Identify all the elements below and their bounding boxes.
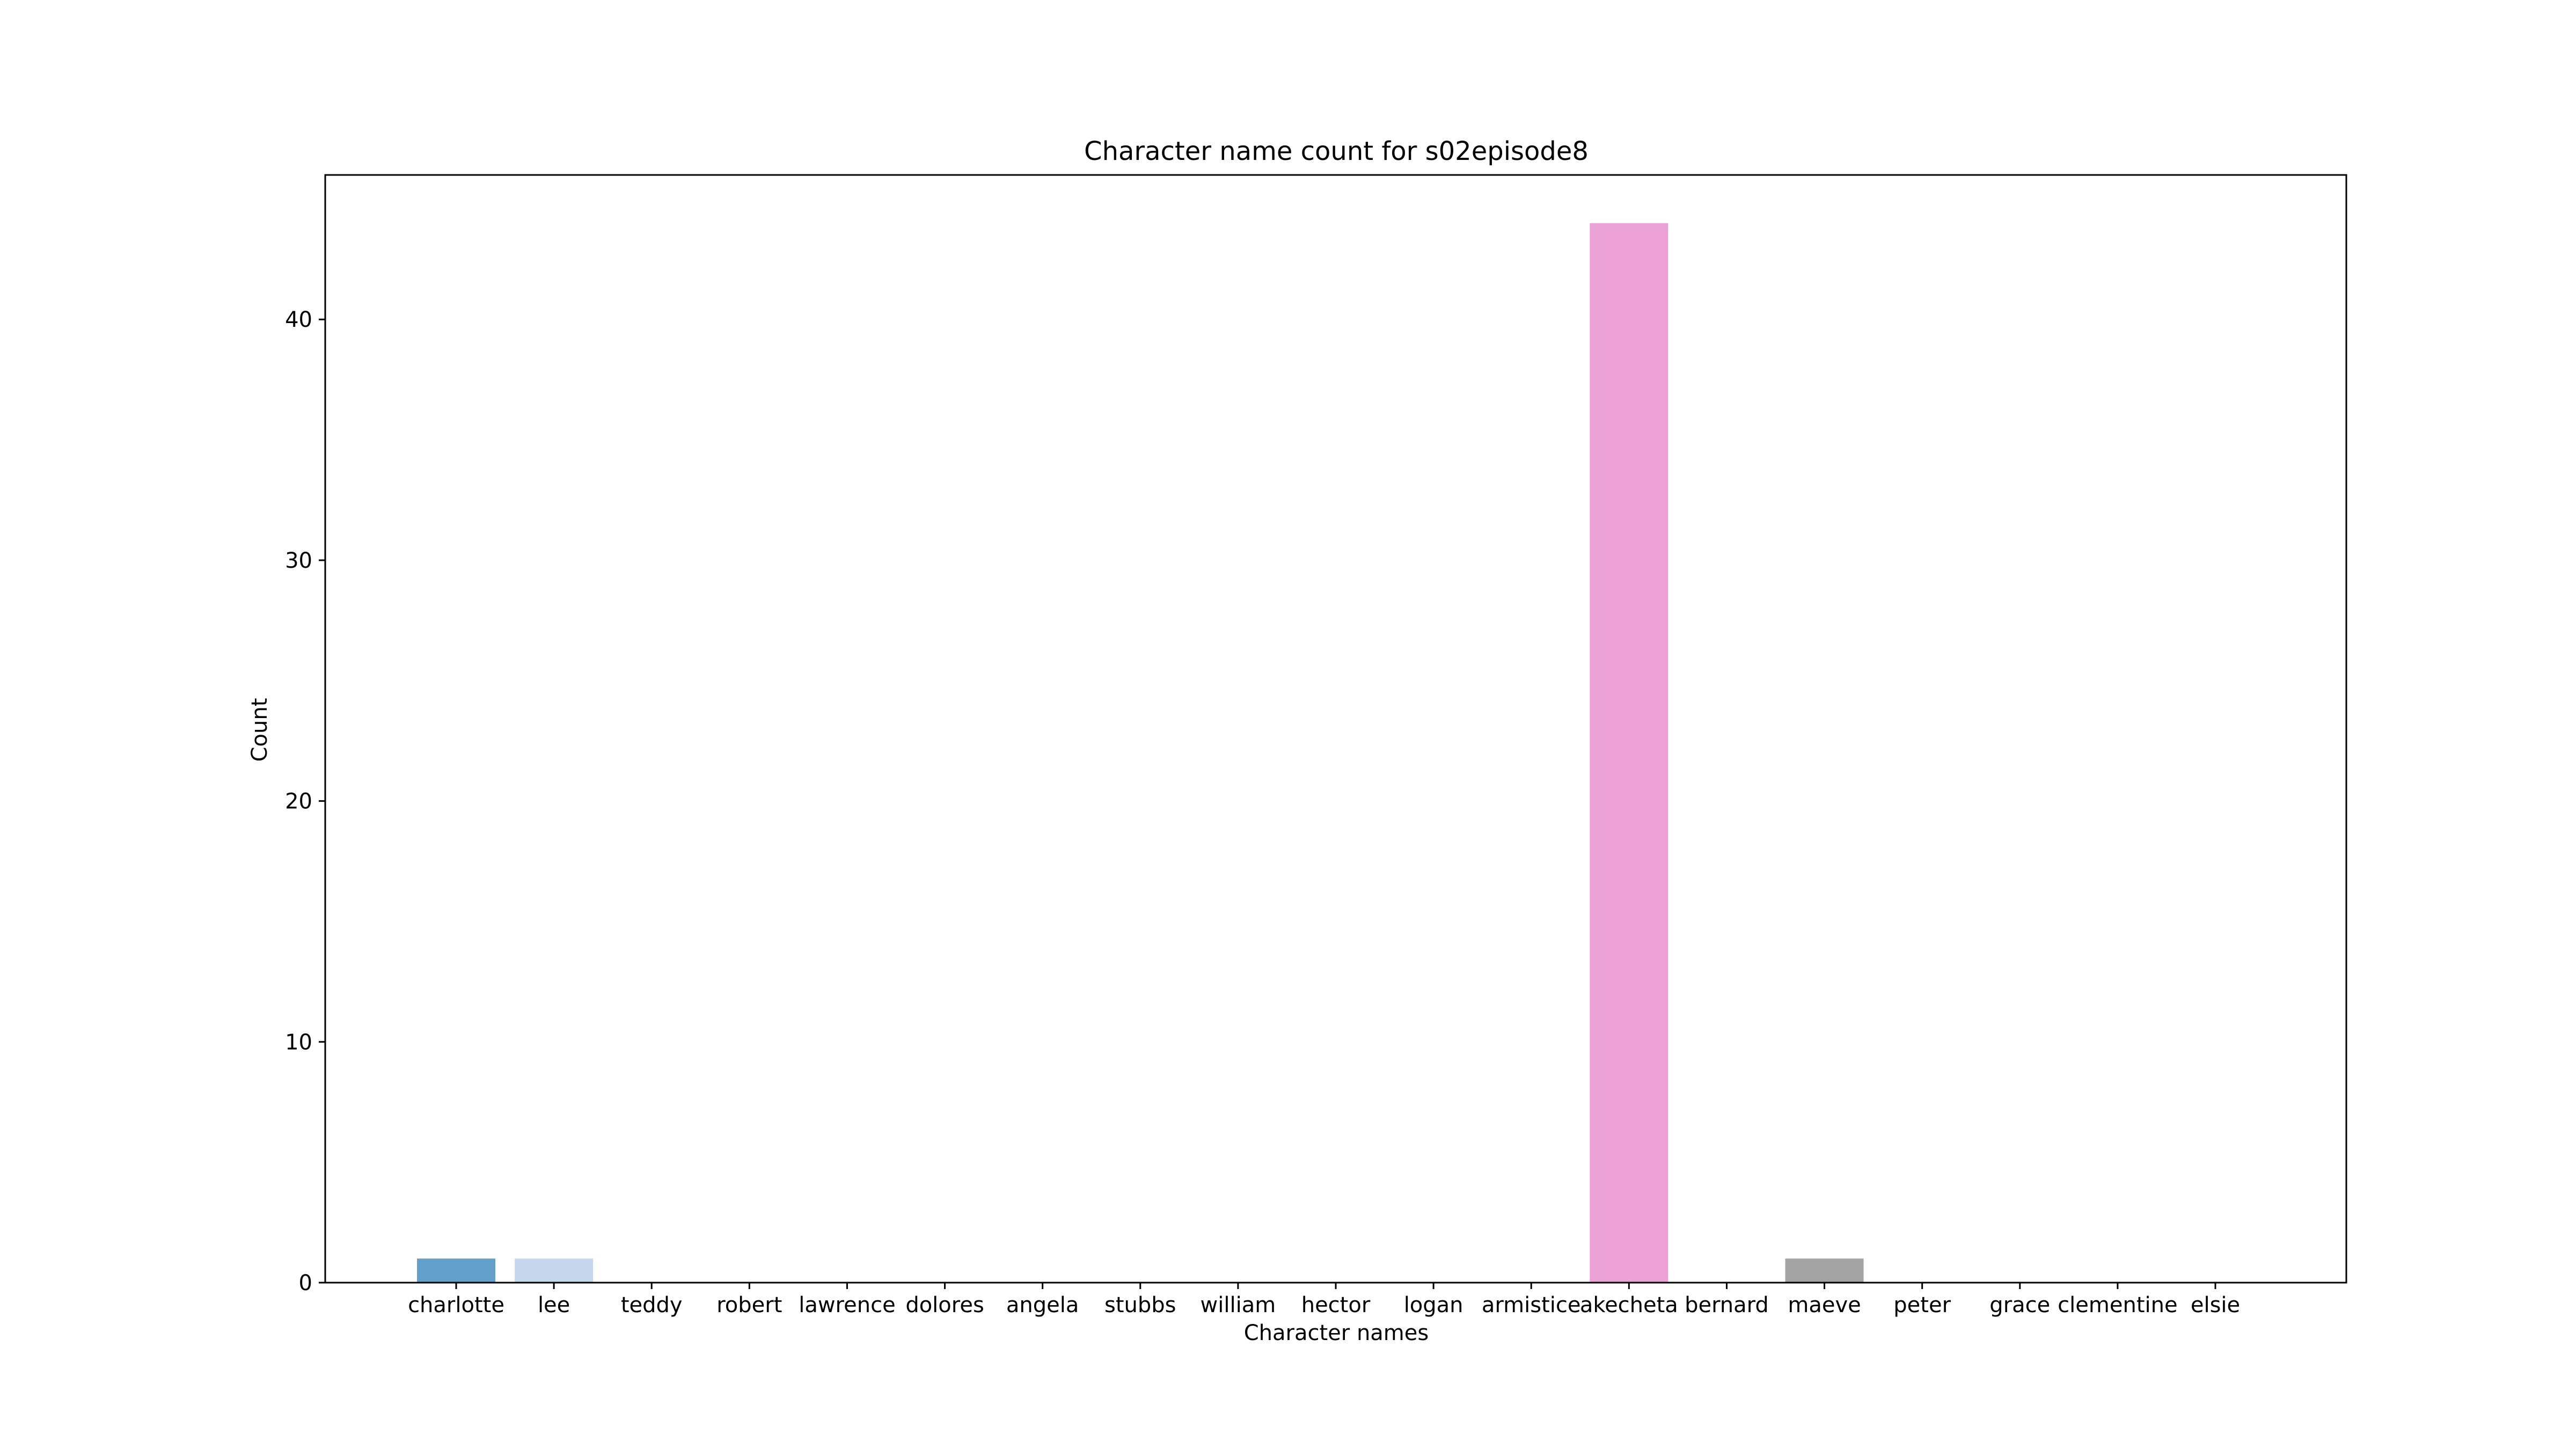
bar-akecheta [1590,223,1668,1283]
bar-charlotte [417,1258,495,1283]
bars-group [417,223,1864,1283]
chart-title: Character name count for s02episode8 [1084,136,1589,166]
x-tick-label: akecheta [1580,1293,1678,1318]
x-tick-label: peter [1893,1293,1951,1318]
x-tick-label: lee [538,1293,570,1318]
y-tick-label: 40 [285,308,312,332]
x-tick-label: charlotte [408,1293,504,1318]
x-axis-ticks: charlotte lee teddy robert lawrence dolores an… [408,1283,2240,1318]
y-axis-ticks: 0 10 20 30 40 [285,308,325,1296]
x-tick-label: william [1201,1293,1276,1318]
x-tick-label: stubbs [1104,1293,1176,1318]
x-axis-label: Character names [1244,1321,1429,1345]
x-tick-label: teddy [621,1293,683,1318]
x-tick-label: logan [1404,1293,1463,1318]
y-axis-label: Count [247,698,272,762]
x-tick-label: bernard [1685,1293,1769,1318]
x-tick-label: lawrence [799,1293,895,1318]
x-tick-label: elsie [2191,1293,2240,1318]
y-tick-label: 30 [285,548,312,573]
x-tick-label: robert [716,1293,782,1318]
x-tick-label: maeve [1788,1293,1861,1318]
plot-area-frame [324,174,2347,1284]
x-tick-label: angela [1006,1293,1079,1318]
y-tick-label: 0 [299,1271,312,1296]
x-tick-label: clementine [2058,1293,2177,1318]
x-tick-label: grace [1989,1293,2050,1318]
bar-maeve [1785,1258,1864,1283]
x-tick-label: armistice [1482,1293,1581,1318]
y-tick-label: 10 [285,1030,312,1055]
x-tick-label: dolores [905,1293,984,1318]
bar-lee [515,1258,594,1283]
y-tick-label: 20 [285,789,312,814]
x-tick-label: hector [1301,1293,1371,1318]
